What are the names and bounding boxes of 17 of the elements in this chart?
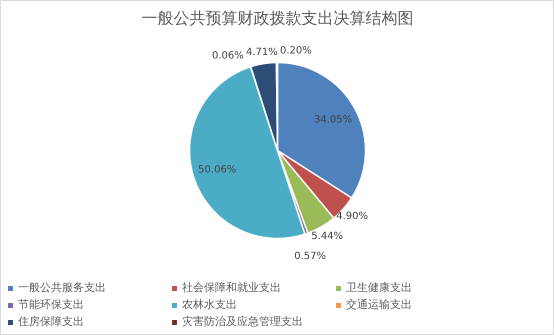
data-label: 0.57%: [294, 250, 326, 262]
legend-label: 社会保障和就业支出: [182, 280, 282, 295]
data-label: 4.90%: [336, 210, 368, 222]
legend-label: 灾害防治及应急管理支出: [182, 314, 304, 329]
legend-label: 一般公共服务支出: [18, 280, 107, 295]
data-label: 34.05%: [314, 114, 352, 126]
data-label: 50.06%: [198, 164, 236, 176]
legend-label: 农林水支出: [182, 297, 238, 312]
legend-label: 卫生健康支出: [346, 280, 413, 295]
legend-label: 交通运输支出: [346, 297, 413, 312]
data-label: 0.20%: [280, 46, 312, 57]
data-label: 4.71%: [246, 46, 278, 58]
data-label: 5.44%: [311, 231, 344, 242]
legend-label: 节能环保支出: [18, 297, 85, 312]
chart-title: 一般公共预算财政拨款支出决算结构图: [142, 8, 414, 28]
data-label: 0.06%: [212, 50, 244, 62]
legend-label: 住房保障支出: [18, 314, 85, 329]
